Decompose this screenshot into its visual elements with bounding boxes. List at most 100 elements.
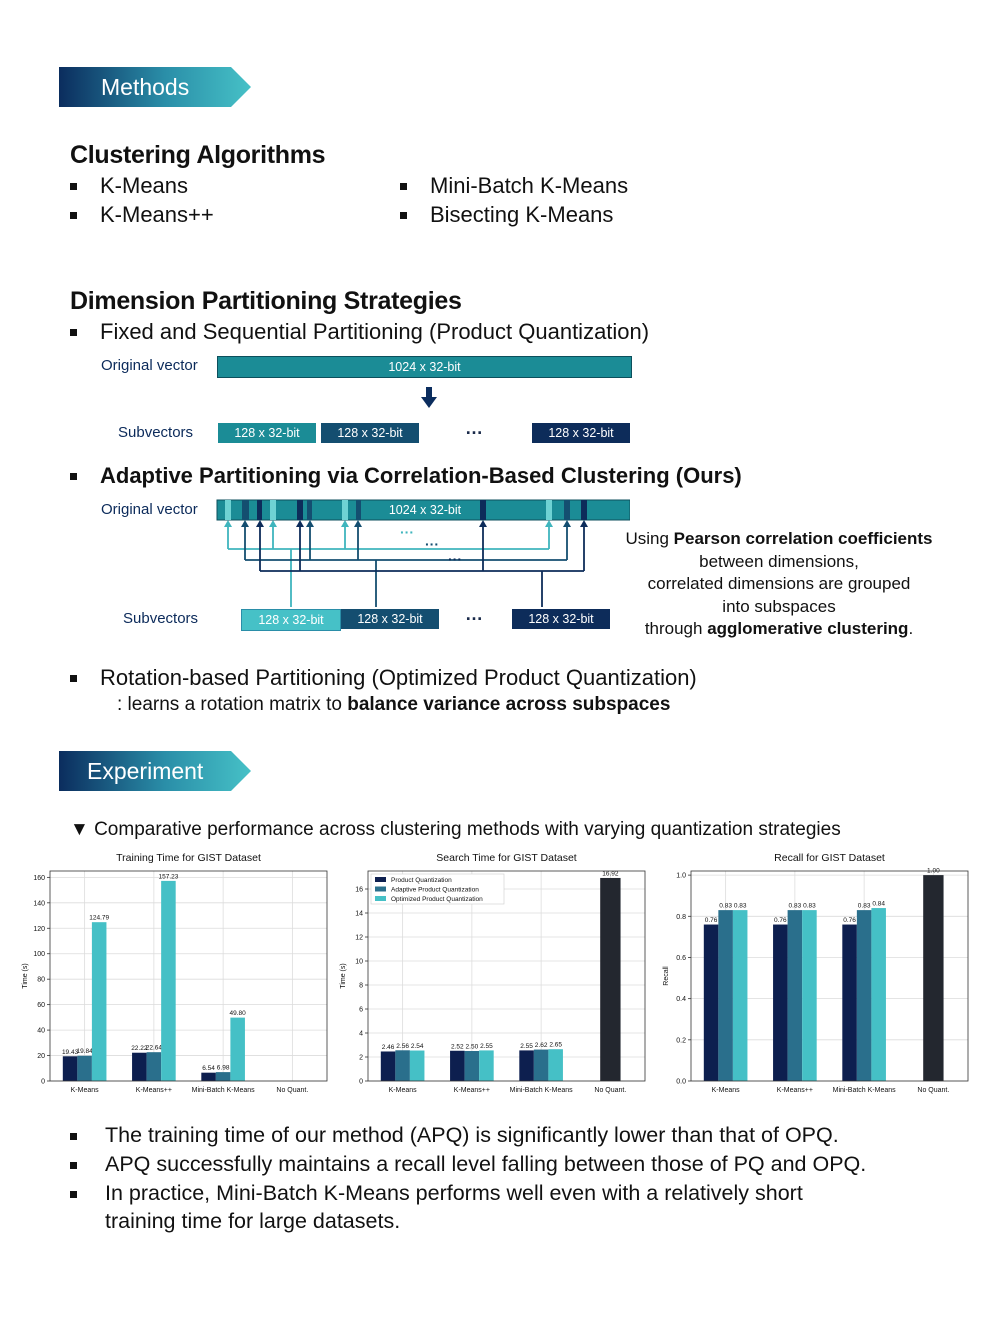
bar-value-label: 49.80: [230, 1010, 247, 1017]
bar: [703, 924, 719, 1081]
plot-frame: [690, 870, 969, 1082]
bar: [842, 924, 857, 1081]
bar: [230, 1017, 245, 1081]
bar: [773, 924, 788, 1081]
bar-value-label: 0.76: [705, 917, 718, 924]
legend-swatch: [375, 877, 386, 882]
banner-shape-icon: [59, 67, 251, 107]
apq-subvector: 128 x 32-bit: [341, 609, 439, 629]
y-tick-label: 0.4: [676, 996, 686, 1003]
x-tick-label: Mini-Batch K-Means: [833, 1087, 897, 1094]
svg-text:···: ···: [448, 551, 462, 567]
experiment-banner: Experiment: [59, 751, 254, 791]
y-tick-label: 6: [359, 1007, 363, 1014]
legend-swatch: [375, 896, 386, 901]
methods-banner: Methods: [59, 67, 254, 107]
bar: [450, 1050, 465, 1081]
pq-subvector: 128 x 32-bit: [532, 423, 630, 443]
x-tick-label: K-Means: [712, 1087, 741, 1094]
x-tick-label: K-Means++: [454, 1087, 490, 1094]
y-tick-label: 100: [33, 951, 45, 958]
bar: [479, 1050, 494, 1081]
legend-box: [370, 873, 505, 905]
bar-value-label: 0.76: [774, 917, 787, 924]
bar-value-label: 16.92: [602, 870, 619, 877]
y-tick-label: 1.0: [676, 873, 686, 880]
apq-original-vector: 1024 x 32-bit: [388, 503, 462, 517]
bar: [161, 880, 176, 1081]
bar-value-label: 6.54: [202, 1065, 215, 1072]
y-tick-label: 16: [355, 887, 363, 894]
bar: [871, 908, 886, 1081]
banner-shape-icon: [59, 751, 251, 791]
y-tick-label: 140: [33, 900, 45, 907]
bar: [380, 1051, 396, 1081]
y-tick-label: 0.0: [676, 1079, 686, 1086]
y-tick-label: 80: [37, 977, 45, 984]
bar-no-quant: [923, 875, 944, 1081]
bar-value-label: 2.55: [520, 1043, 533, 1050]
figure-caption: ▼ Comparative performance across cluster…: [70, 819, 841, 840]
partitioning-title: Dimension Partitioning Strategies: [70, 287, 462, 315]
pq-ellipsis: …: [465, 418, 483, 438]
bar-value-label: 0.83: [719, 903, 732, 910]
apq-original-label: Original vector: [101, 501, 198, 518]
search-time-chart: Search Time for GIST Dataset 2.46 2.56 2.54…: [340, 852, 646, 1094]
bar: [802, 910, 817, 1081]
y-axis-label: Recall: [663, 966, 670, 986]
chart-title: Recall for GIST Dataset: [774, 852, 885, 864]
apq-note: Using Pearson correlation coefficients b…: [625, 529, 933, 638]
legend-entry: Optimized Product Quantization: [391, 896, 483, 903]
bar-value-label: 0.83: [858, 903, 871, 910]
bar-value-label: 157.23: [158, 873, 178, 880]
bar-value-label: 0.83: [803, 903, 816, 910]
bar: [464, 1051, 480, 1081]
y-tick-label: 0.2: [676, 1037, 686, 1044]
y-tick-label: 160: [33, 875, 45, 882]
x-tick-label: No Quant.: [276, 1087, 308, 1094]
y-tick-label: 20: [37, 1053, 45, 1060]
down-arrow-icon: [421, 387, 437, 408]
pq-subvectors-label: Subvectors: [118, 424, 194, 441]
plot-frame: [367, 870, 646, 1082]
apq-subvector: 128 x 32-bit: [512, 609, 610, 629]
pq-subvector: 128 x 32-bit: [218, 423, 316, 443]
svg-text:···: ···: [400, 524, 414, 540]
bar-value-label: 6.98: [217, 1065, 230, 1072]
y-tick-label: 10: [355, 959, 363, 966]
experiment-banner-label: Experiment: [87, 758, 204, 784]
bar: [409, 1050, 425, 1081]
y-tick-label: 2: [359, 1055, 363, 1062]
y-tick-label: 8: [359, 983, 363, 990]
svg-text:···: ···: [425, 536, 439, 552]
y-axis-label: Time (s): [22, 963, 29, 988]
bar: [215, 1072, 231, 1081]
legend-swatch: [375, 886, 386, 892]
chart-title: Search Time for GIST Dataset: [436, 852, 577, 864]
legend-entry: Adaptive Product Quantization: [391, 887, 479, 894]
x-tick-label: Mini-Batch K-Means: [192, 1087, 256, 1094]
bar-value-label: 124.79: [89, 915, 109, 922]
x-tick-label: K-Means: [71, 1087, 100, 1094]
x-tick-label: Mini-Batch K-Means: [510, 1087, 574, 1094]
y-tick-label: 12: [355, 935, 363, 942]
bar-value-label: 2.55: [480, 1043, 493, 1050]
bar: [519, 1050, 534, 1081]
bar: [856, 910, 872, 1081]
bar: [732, 910, 748, 1081]
y-axis-label: Time (s): [340, 963, 347, 988]
bar-value-label: 0.76: [843, 917, 856, 924]
bar-value-label: 2.54: [411, 1043, 424, 1050]
apq-subvectors-label: Subvectors: [123, 610, 199, 627]
x-tick-label: K-Means++: [777, 1087, 813, 1094]
y-tick-label: 120: [33, 926, 45, 933]
bar-value-label: 19.84: [76, 1048, 93, 1055]
bar: [718, 910, 733, 1081]
pq-subvector: 128 x 32-bit: [321, 423, 419, 443]
pq-original-vector: 1024 x 32-bit: [217, 356, 632, 378]
bar: [787, 910, 803, 1081]
bar-value-label: 0.83: [734, 903, 747, 910]
y-tick-label: 0: [41, 1079, 45, 1086]
bar: [548, 1049, 563, 1081]
